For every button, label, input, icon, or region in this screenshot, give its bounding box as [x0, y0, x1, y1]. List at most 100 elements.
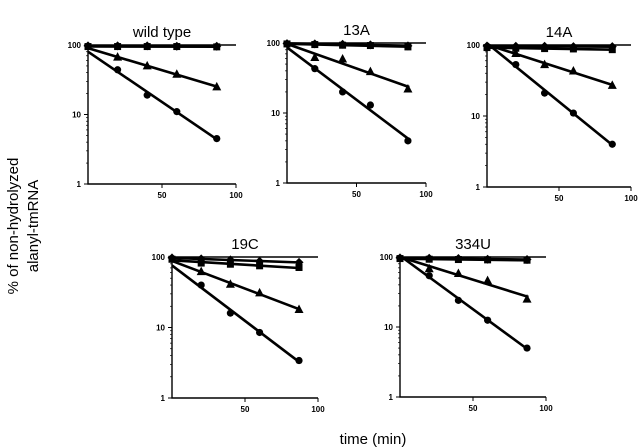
- data-point-triangle: [511, 48, 521, 57]
- data-point-circle: [569, 109, 578, 117]
- data-point-triangle: [294, 304, 304, 314]
- data-point-triangle: [403, 84, 413, 93]
- x-tick-label: 50: [241, 405, 250, 414]
- data-point-triangle: [607, 80, 617, 89]
- data-point-circle: [114, 66, 122, 74]
- y-tick-label: 100: [467, 41, 481, 50]
- x-tick-label: 50: [469, 404, 478, 413]
- x-tick-label: 100: [539, 404, 553, 413]
- y-tick-label: 10: [271, 109, 280, 118]
- data-point-triangle: [212, 81, 222, 91]
- y-tick-label: 1: [77, 180, 82, 189]
- data-point-diamond: [403, 41, 413, 51]
- data-point-circle: [366, 101, 374, 109]
- panel-4: 334U 1 10 100 50 100: [380, 236, 554, 413]
- data-point-circle: [173, 108, 181, 116]
- data-point-circle: [197, 281, 205, 289]
- data-point-circle: [512, 60, 520, 69]
- data-point-circle: [226, 309, 234, 317]
- x-tick-label: 50: [555, 194, 564, 203]
- y-tick-label: 100: [267, 39, 281, 48]
- y-tick-label: 1: [161, 394, 166, 403]
- data-point-diamond: [511, 41, 521, 51]
- data-point-triangle: [113, 52, 123, 61]
- x-tick-label: 100: [624, 194, 638, 203]
- data-point-circle: [484, 316, 492, 324]
- data-point-triangle: [142, 60, 152, 70]
- panel-3: 19C 1 10 100 50 100: [152, 236, 326, 414]
- data-point-circle: [339, 88, 347, 96]
- data-point-diamond: [395, 253, 405, 263]
- series-fit-line-circle: [171, 264, 302, 364]
- series-fit-line-circle: [286, 46, 411, 141]
- x-tick-label: 100: [229, 191, 243, 200]
- data-point-diamond: [196, 254, 206, 264]
- y-tick-label: 1: [476, 183, 481, 192]
- series-fit-line-diamond: [486, 44, 614, 48]
- series-fit-line-circle: [486, 42, 615, 148]
- data-point-diamond: [212, 41, 222, 51]
- data-point-square: [256, 262, 264, 270]
- y-axis-label-line2: alanyl-tmRNA: [25, 180, 42, 273]
- x-tick-label: 50: [352, 190, 361, 199]
- data-point-diamond: [255, 256, 265, 266]
- y-tick-label: 100: [68, 41, 82, 50]
- y-tick-label: 10: [156, 324, 165, 333]
- panel-title: 13A: [343, 22, 370, 39]
- data-point-diamond: [365, 40, 375, 50]
- series-fit-line-square: [171, 258, 301, 270]
- data-point-diamond: [607, 42, 617, 52]
- data-point-diamond: [294, 257, 304, 267]
- series-fit-line-diamond: [286, 42, 410, 48]
- x-axis-label: time (min): [340, 431, 407, 448]
- data-point-diamond: [522, 255, 532, 265]
- data-point-circle: [523, 344, 531, 352]
- y-tick-label: 1: [389, 393, 394, 402]
- data-point-circle: [541, 89, 549, 97]
- data-point-diamond: [167, 253, 177, 263]
- panel-title: 334U: [455, 236, 491, 253]
- data-point-triangle: [196, 266, 206, 276]
- data-point-circle: [454, 296, 462, 304]
- series-fit-line-square: [486, 46, 614, 51]
- axis-frame: [486, 45, 631, 188]
- series-fit-line-diamond: [399, 256, 529, 261]
- x-tick-label: 100: [419, 190, 433, 199]
- y-tick-label: 10: [471, 112, 480, 121]
- axis-frame: [171, 257, 318, 399]
- data-point-triangle: [453, 268, 463, 278]
- data-point-triangle: [424, 263, 434, 273]
- series-fit-line-triangle: [486, 43, 615, 87]
- data-point-diamond: [482, 41, 492, 51]
- y-tick-label: 10: [72, 111, 81, 120]
- data-point-triangle: [225, 279, 235, 288]
- axis-frame: [399, 257, 546, 398]
- data-point-circle: [425, 272, 433, 280]
- data-point-diamond: [225, 255, 235, 265]
- y-tick-label: 100: [152, 253, 166, 262]
- data-point-diamond: [113, 41, 123, 51]
- data-point-diamond: [453, 254, 463, 264]
- data-point-diamond: [540, 41, 550, 51]
- panel-1: 13A 1 10 100 50 100: [267, 22, 434, 199]
- data-point-diamond: [172, 41, 182, 51]
- data-point-diamond: [83, 41, 93, 51]
- y-tick-label: 10: [384, 323, 393, 332]
- data-point-triangle: [568, 66, 578, 75]
- data-point-diamond: [424, 253, 434, 263]
- data-point-circle: [213, 135, 221, 143]
- data-point-triangle: [172, 69, 182, 78]
- series-fit-line-circle: [87, 50, 219, 142]
- panel-0: wild type 1 10 100 50 100: [68, 24, 244, 200]
- panel-title: 19C: [231, 236, 259, 253]
- panel-title: 14A: [546, 24, 573, 41]
- data-point-triangle: [310, 52, 320, 62]
- data-point-triangle: [540, 59, 550, 69]
- data-point-triangle: [522, 294, 532, 303]
- data-point-triangle: [338, 54, 348, 63]
- data-point-circle: [143, 91, 151, 99]
- x-tick-label: 100: [311, 405, 325, 414]
- data-point-diamond: [310, 39, 320, 49]
- data-point-triangle: [255, 287, 265, 297]
